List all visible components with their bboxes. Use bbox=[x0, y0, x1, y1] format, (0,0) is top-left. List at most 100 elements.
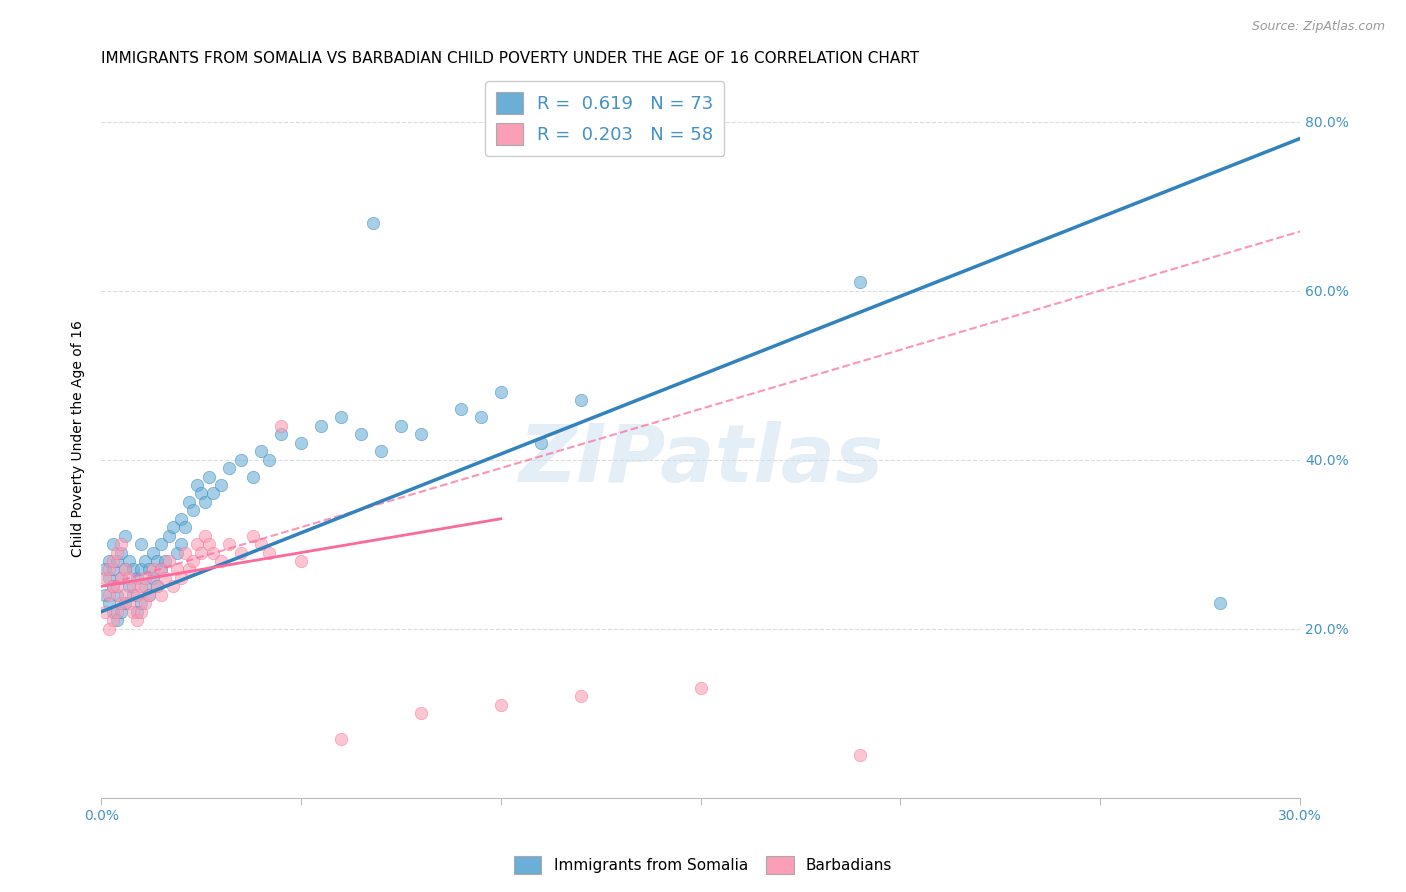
Point bbox=[138, 562, 160, 576]
Point bbox=[174, 520, 197, 534]
Point bbox=[162, 520, 184, 534]
Point bbox=[257, 546, 280, 560]
Point bbox=[118, 554, 141, 568]
Point bbox=[186, 478, 208, 492]
Point bbox=[114, 596, 136, 610]
Text: Source: ZipAtlas.com: Source: ZipAtlas.com bbox=[1251, 20, 1385, 33]
Point bbox=[1209, 596, 1232, 610]
Point bbox=[174, 546, 197, 560]
Point bbox=[209, 478, 232, 492]
Point bbox=[179, 562, 201, 576]
Point bbox=[146, 554, 169, 568]
Point bbox=[127, 588, 149, 602]
Point bbox=[409, 706, 432, 721]
Point bbox=[98, 588, 121, 602]
Point bbox=[330, 410, 353, 425]
Point bbox=[569, 690, 592, 704]
Point bbox=[103, 613, 125, 627]
Point bbox=[689, 681, 711, 695]
Point bbox=[146, 579, 169, 593]
Point bbox=[202, 486, 225, 500]
Point bbox=[98, 622, 121, 636]
Point bbox=[110, 537, 132, 551]
Point bbox=[134, 579, 156, 593]
Point bbox=[242, 529, 264, 543]
Point bbox=[250, 537, 273, 551]
Point bbox=[127, 605, 149, 619]
Point bbox=[118, 579, 141, 593]
Point bbox=[157, 554, 180, 568]
Point bbox=[530, 435, 553, 450]
Point bbox=[146, 579, 169, 593]
Point bbox=[389, 418, 412, 433]
Point bbox=[350, 427, 373, 442]
Point bbox=[114, 588, 136, 602]
Point bbox=[202, 546, 225, 560]
Point bbox=[142, 571, 165, 585]
Point bbox=[103, 562, 125, 576]
Point bbox=[114, 562, 136, 576]
Point bbox=[134, 554, 156, 568]
Point bbox=[370, 444, 392, 458]
Point bbox=[170, 537, 193, 551]
Point bbox=[270, 427, 292, 442]
Point bbox=[186, 537, 208, 551]
Point bbox=[150, 537, 173, 551]
Point bbox=[150, 588, 173, 602]
Point bbox=[229, 546, 252, 560]
Point bbox=[103, 537, 125, 551]
Point bbox=[290, 554, 312, 568]
Text: ZIPatlas: ZIPatlas bbox=[519, 421, 883, 499]
Point bbox=[489, 698, 512, 712]
Point bbox=[103, 579, 125, 593]
Point bbox=[409, 427, 432, 442]
Point bbox=[103, 554, 125, 568]
Point bbox=[98, 596, 121, 610]
Point bbox=[105, 605, 128, 619]
Point bbox=[127, 613, 149, 627]
Point bbox=[134, 596, 156, 610]
Point bbox=[122, 605, 145, 619]
Point bbox=[450, 401, 472, 416]
Point bbox=[489, 384, 512, 399]
Point bbox=[138, 588, 160, 602]
Point bbox=[118, 596, 141, 610]
Point bbox=[105, 588, 128, 602]
Point bbox=[105, 546, 128, 560]
Point bbox=[103, 605, 125, 619]
Point bbox=[129, 596, 152, 610]
Point bbox=[150, 562, 173, 576]
Point bbox=[105, 554, 128, 568]
Point bbox=[218, 537, 240, 551]
Point bbox=[98, 554, 121, 568]
Point bbox=[270, 418, 292, 433]
Point bbox=[94, 571, 117, 585]
Point bbox=[250, 444, 273, 458]
Point bbox=[209, 554, 232, 568]
Point bbox=[94, 588, 117, 602]
Point bbox=[153, 554, 176, 568]
Text: IMMIGRANTS FROM SOMALIA VS BARBADIAN CHILD POVERTY UNDER THE AGE OF 16 CORRELATI: IMMIGRANTS FROM SOMALIA VS BARBADIAN CHI… bbox=[101, 51, 920, 66]
Point bbox=[127, 571, 149, 585]
Point bbox=[179, 495, 201, 509]
Point bbox=[114, 562, 136, 576]
Point bbox=[330, 731, 353, 746]
Point bbox=[129, 537, 152, 551]
Point bbox=[229, 452, 252, 467]
Point bbox=[142, 546, 165, 560]
Point bbox=[194, 529, 217, 543]
Point bbox=[181, 554, 204, 568]
Point bbox=[166, 562, 188, 576]
Point bbox=[569, 393, 592, 408]
Point bbox=[190, 486, 212, 500]
Point bbox=[110, 571, 132, 585]
Point bbox=[129, 605, 152, 619]
Point bbox=[142, 562, 165, 576]
Point bbox=[94, 605, 117, 619]
Point bbox=[849, 275, 872, 289]
Y-axis label: Child Poverty Under the Age of 16: Child Poverty Under the Age of 16 bbox=[72, 320, 86, 557]
Point bbox=[103, 579, 125, 593]
Point bbox=[257, 452, 280, 467]
Point bbox=[181, 503, 204, 517]
Point bbox=[157, 529, 180, 543]
